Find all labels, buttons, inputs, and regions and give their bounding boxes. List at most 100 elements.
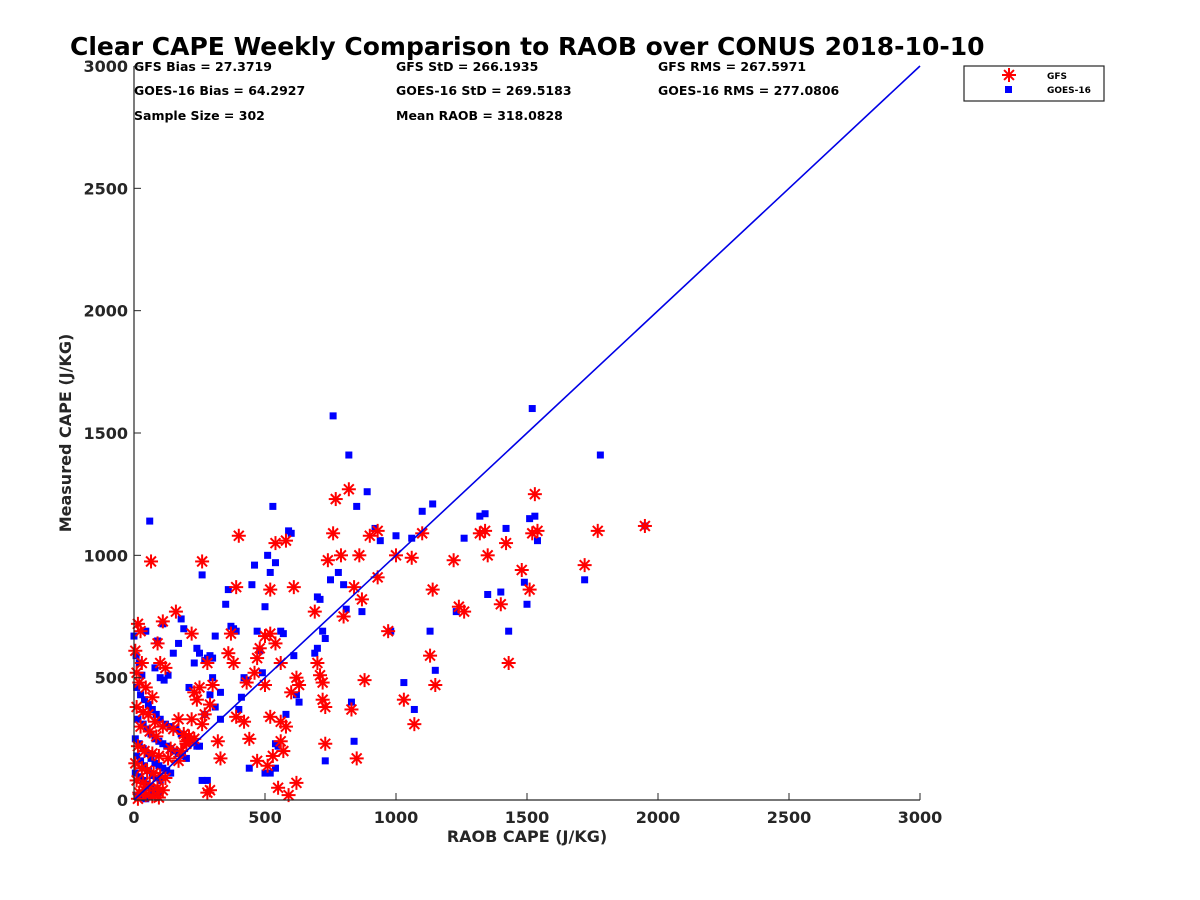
gfs-point: [210, 734, 225, 749]
goes16-point: [155, 737, 163, 745]
goes16-point: [160, 676, 168, 684]
gfs-point: [276, 744, 291, 759]
goes16-point: [400, 679, 408, 687]
gfs-point: [493, 597, 508, 612]
goes16-point: [211, 703, 219, 711]
gfs-point: [237, 714, 252, 729]
goes16-point: [329, 412, 337, 420]
goes16-point: [134, 715, 142, 723]
gfs-point: [229, 580, 244, 595]
goes16-point: [282, 710, 290, 718]
goes16-point: [363, 488, 371, 496]
goes16-point: [237, 693, 245, 701]
goes16-point: [311, 649, 319, 657]
goes16-point: [290, 652, 298, 660]
gfs-point: [263, 582, 278, 597]
goes16-point: [152, 710, 160, 718]
stat-text: GFS Bias = 27.3719: [134, 59, 272, 74]
goes16-point: [429, 500, 437, 508]
goes16-point: [505, 627, 513, 635]
goes16-point: [211, 632, 219, 640]
gfs-point: [415, 526, 430, 541]
gfs-point: [252, 641, 267, 656]
gfs-point: [349, 751, 364, 766]
gfs-point: [396, 692, 411, 707]
goes16-point: [216, 688, 224, 696]
goes16-point: [245, 764, 253, 772]
gfs-point: [221, 646, 236, 661]
gfs-point: [278, 533, 293, 548]
goes16-point: [193, 644, 201, 652]
gfs-point: [499, 536, 514, 551]
x-tick-label: 500: [248, 808, 281, 827]
gfs-point: [231, 528, 246, 543]
goes16-point: [271, 559, 279, 567]
gfs-point: [354, 592, 369, 607]
goes16-point: [340, 581, 348, 589]
goes16-point: [159, 740, 167, 748]
goes16-point: [528, 405, 536, 413]
goes16-point: [484, 590, 492, 598]
legend: GFS GOES-16: [963, 65, 1105, 102]
gfs-point: [480, 548, 495, 563]
goes16-point: [206, 691, 214, 699]
goes16-point: [269, 502, 277, 510]
goes16-point: [353, 502, 361, 510]
goes16-point: [196, 649, 203, 657]
goes16-point: [327, 576, 334, 584]
gfs-point: [151, 790, 166, 805]
goes16-point: [196, 742, 203, 750]
goes16-point: [476, 512, 484, 520]
gfs-point: [457, 604, 472, 619]
goes16-point: [376, 537, 384, 545]
gfs-point: [530, 523, 545, 538]
gfs-point: [179, 734, 194, 749]
gfs-point: [166, 722, 181, 737]
goes16-point: [452, 608, 460, 616]
goes16-point: [155, 762, 163, 770]
stats-block: GFS Bias = 27.3719 GFS StD = 266.1935 GFS …: [134, 59, 840, 123]
goes16-point: [133, 752, 141, 760]
goes16-point: [209, 674, 217, 682]
gfs-point: [341, 482, 356, 497]
gfs-point: [150, 636, 165, 651]
gfs-point: [142, 724, 157, 739]
goes16-point: [190, 659, 198, 667]
gfs-point: [155, 614, 170, 629]
goes16-point: [295, 698, 303, 706]
goes16-point: [264, 551, 272, 559]
gfs-point: [258, 678, 272, 693]
legend-gfs-asterisk-icon: [1002, 68, 1016, 82]
goes16-point: [138, 671, 146, 679]
gfs-point: [128, 643, 143, 658]
gfs-point: [590, 523, 605, 538]
gfs-point: [381, 624, 396, 639]
stat-text: Sample Size = 302: [134, 108, 265, 123]
goes16-point: [481, 510, 489, 518]
goes16-point: [156, 674, 164, 682]
goes16-point: [596, 451, 604, 459]
goes16-point: [209, 654, 217, 662]
gfs-point: [344, 702, 359, 717]
goes16-point: [350, 737, 358, 745]
gfs-point: [425, 582, 440, 597]
goes16-point: [520, 578, 528, 586]
goes16-point: [258, 669, 266, 677]
goes16-point: [198, 776, 206, 784]
goes16-point: [321, 635, 329, 643]
gfs-point: [478, 523, 493, 538]
goes16-point: [533, 537, 541, 545]
y-tick-label: 1500: [83, 424, 128, 443]
gfs-point: [187, 685, 202, 700]
goes16-point: [266, 568, 274, 576]
gfs-point: [357, 673, 372, 688]
x-tick-label: 0: [128, 808, 139, 827]
plot-area: [128, 65, 921, 806]
gfs-point: [144, 554, 159, 569]
legend-goes16-square-icon: [1005, 86, 1012, 93]
gfs-point: [200, 655, 215, 670]
goes16-point: [169, 649, 177, 657]
goes16-point: [185, 683, 193, 691]
gfs-point: [155, 719, 170, 734]
gfs-point: [147, 714, 162, 729]
